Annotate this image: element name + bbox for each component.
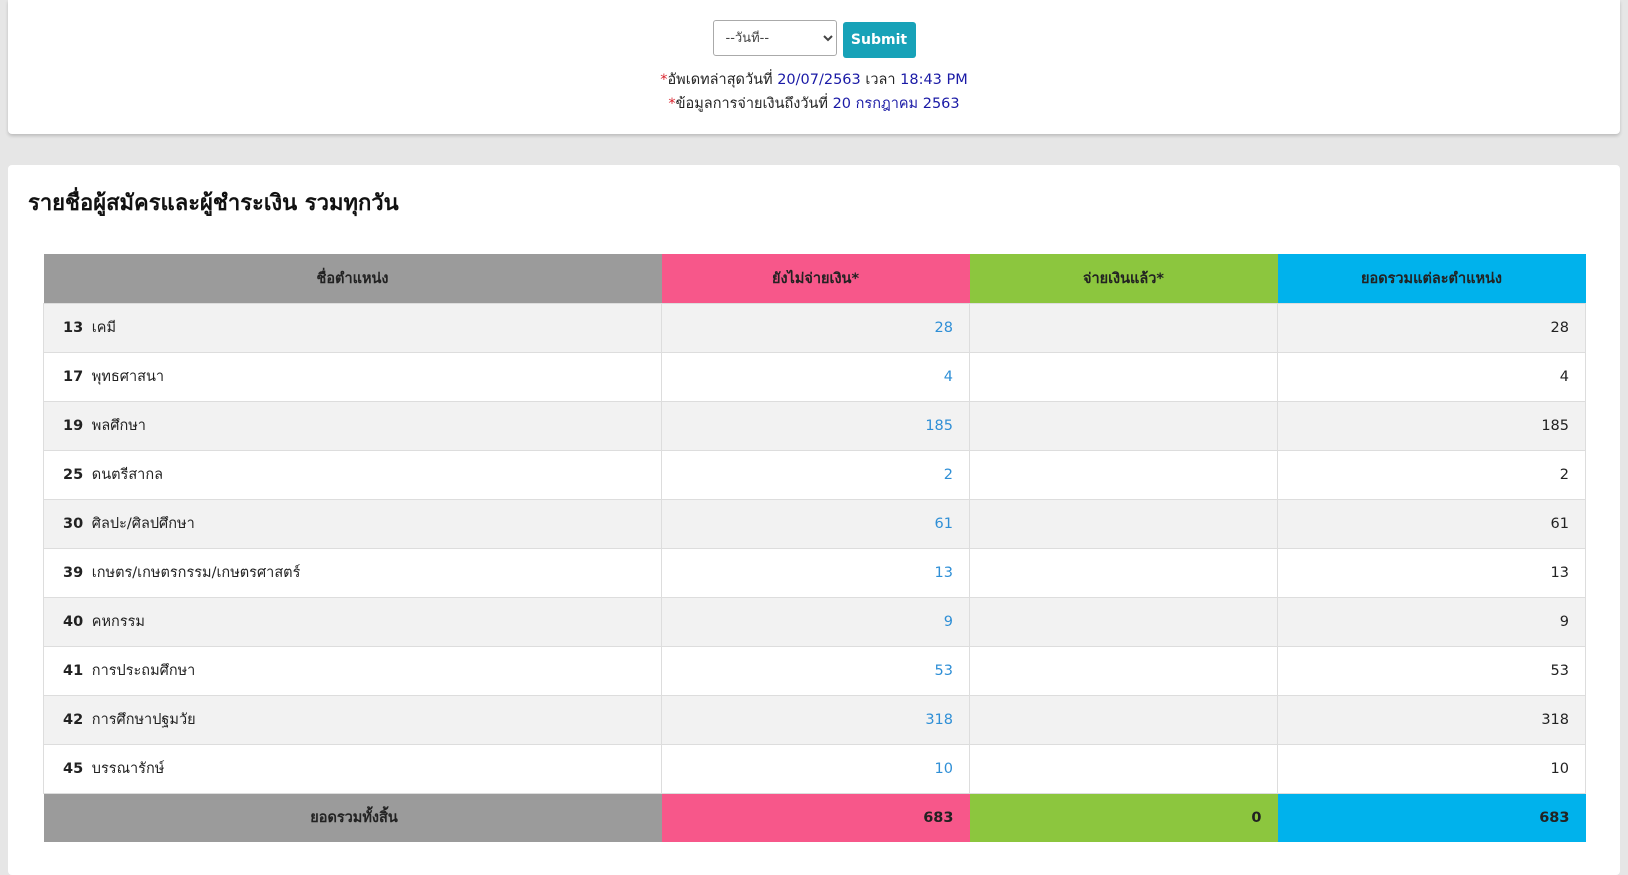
paid-count (969, 645, 1278, 696)
position-name: บรรณารักษ์ (91, 761, 165, 777)
unpaid-count-link[interactable]: 28 (661, 302, 970, 353)
header-total: ยอดรวมแต่ละตำแหน่ง (1277, 254, 1586, 303)
position-name: พุทธศาสนา (91, 369, 165, 385)
position-code: 40 (63, 614, 84, 630)
payment-data-line: *ข้อมูลการจ่ายเงินถึงวันที่ 20 กรกฎาคม 2… (8, 92, 1620, 115)
date-select[interactable]: --วันที่-- (712, 20, 837, 56)
position-name: การศึกษาปฐมวัย (91, 712, 196, 728)
position-name: คหกรรม (91, 614, 145, 630)
unpaid-count-link[interactable]: 318 (661, 694, 970, 745)
table-body: 13 เคมี 28 28 17 พุทธศาสนา 4 4 19 พลศึกษา 185 18… (43, 302, 1586, 794)
header-position-name: ชื่อตำแหน่ง (43, 254, 662, 303)
unpaid-count-link[interactable]: 53 (661, 645, 970, 696)
table-row: 45 บรรณารักษ์ 10 10 (43, 743, 1586, 794)
filter-panel: --วันที่-- Submit *อัพเดทล่าสุดวันที่ 20… (8, 0, 1620, 134)
position-name-cell: 40 คหกรรม (43, 596, 662, 647)
position-name: เกษตร/เกษตรกรรม/เกษตรศาสตร์ (91, 565, 301, 581)
last-update-line: *อัพเดทล่าสุดวันที่ 20/07/2563 เวลา 18:4… (8, 68, 1620, 91)
filter-row: --วันที่-- Submit (8, 20, 1620, 58)
position-name: ศิลปะ/ศิลปศึกษา (91, 516, 195, 532)
position-code: 13 (63, 320, 84, 336)
unpaid-count-link[interactable]: 61 (661, 498, 970, 549)
footer-paid-total: 0 (969, 793, 1278, 842)
table-row: 13 เคมี 28 28 (43, 302, 1586, 353)
table-row: 30 ศิลปะ/ศิลปศึกษา 61 61 (43, 498, 1586, 549)
paid-count (969, 743, 1278, 794)
table-row: 25 ดนตรีสากล 2 2 (43, 449, 1586, 500)
update-prefix: อัพเดทล่าสุดวันที่ (667, 72, 773, 88)
table-footer-row: ยอดรวมทั้งสิ้น 683 0 683 (43, 793, 1586, 842)
position-name-cell: 39 เกษตร/เกษตรกรรม/เกษตรศาสตร์ (43, 547, 662, 598)
table-row: 39 เกษตร/เกษตรกรรม/เกษตรศาสตร์ 13 13 (43, 547, 1586, 598)
section-title: รายชื่อผู้สมัครและผู้ชำระเงิน รวมทุกวัน (28, 191, 399, 216)
summary-panel: รายชื่อผู้สมัครและผู้ชำระเงิน รวมทุกวัน … (8, 165, 1620, 875)
footer-unpaid-total: 683 (661, 793, 970, 842)
table-row: 19 พลศึกษา 185 185 (43, 400, 1586, 451)
position-name-cell: 45 บรรณารักษ์ (43, 743, 662, 794)
position-name: พลศึกษา (91, 418, 146, 434)
position-code: 25 (63, 467, 84, 483)
position-total: 185 (1277, 400, 1586, 451)
asterisk-mark: * (668, 96, 676, 112)
unpaid-count-link[interactable]: 13 (661, 547, 970, 598)
paid-count (969, 498, 1278, 549)
update-time: 18:43 PM (900, 72, 968, 88)
paid-count (969, 302, 1278, 353)
position-total: 61 (1277, 498, 1586, 549)
paid-count (969, 694, 1278, 745)
table-row: 40 คหกรรม 9 9 (43, 596, 1586, 647)
position-code: 41 (63, 663, 84, 679)
position-code: 45 (63, 761, 84, 777)
unpaid-count-link[interactable]: 185 (661, 400, 970, 451)
table-row: 41 การประถมศึกษา 53 53 (43, 645, 1586, 696)
position-name: ดนตรีสากล (91, 467, 163, 483)
payment-date: 20 กรกฎาคม 2563 (832, 96, 960, 112)
position-total: 9 (1277, 596, 1586, 647)
time-prefix: เวลา (865, 72, 896, 88)
unpaid-count-link[interactable]: 4 (661, 351, 970, 402)
position-name: การประถมศึกษา (91, 663, 196, 679)
position-total: 10 (1277, 743, 1586, 794)
position-total: 318 (1277, 694, 1586, 745)
position-code: 42 (63, 712, 84, 728)
position-code: 39 (63, 565, 84, 581)
table-header-row: ชื่อตำแหน่ง ยังไม่จ่ายเงิน* จ่ายเงินแล้ว… (43, 254, 1586, 303)
position-name-cell: 13 เคมี (43, 302, 662, 353)
position-total: 2 (1277, 449, 1586, 500)
unpaid-count-link[interactable]: 10 (661, 743, 970, 794)
summary-table: ชื่อตำแหน่ง ยังไม่จ่ายเงิน* จ่ายเงินแล้ว… (43, 254, 1586, 842)
paid-count (969, 449, 1278, 500)
position-name-cell: 30 ศิลปะ/ศิลปศึกษา (43, 498, 662, 549)
paid-count (969, 596, 1278, 647)
paid-count (969, 351, 1278, 402)
position-code: 30 (63, 516, 84, 532)
position-total: 53 (1277, 645, 1586, 696)
position-total: 4 (1277, 351, 1586, 402)
submit-button[interactable]: Submit (842, 22, 916, 58)
position-name-cell: 41 การประถมศึกษา (43, 645, 662, 696)
unpaid-count-link[interactable]: 9 (661, 596, 970, 647)
position-total: 28 (1277, 302, 1586, 353)
paid-count (969, 400, 1278, 451)
table-row: 17 พุทธศาสนา 4 4 (43, 351, 1586, 402)
position-name-cell: 42 การศึกษาปฐมวัย (43, 694, 662, 745)
position-code: 19 (63, 418, 84, 434)
asterisk-mark: * (660, 72, 668, 88)
position-name: เคมี (91, 320, 117, 336)
update-date: 20/07/2563 (777, 72, 861, 88)
header-unpaid: ยังไม่จ่ายเงิน* (661, 254, 970, 303)
header-paid: จ่ายเงินแล้ว* (969, 254, 1278, 303)
unpaid-count-link[interactable]: 2 (661, 449, 970, 500)
position-total: 13 (1277, 547, 1586, 598)
position-name-cell: 19 พลศึกษา (43, 400, 662, 451)
paid-count (969, 547, 1278, 598)
footer-label: ยอดรวมทั้งสิ้น (43, 793, 662, 842)
payment-prefix: ข้อมูลการจ่ายเงินถึงวันที่ (675, 96, 828, 112)
footer-grand-total: 683 (1277, 793, 1586, 842)
table-row: 42 การศึกษาปฐมวัย 318 318 (43, 694, 1586, 745)
position-code: 17 (63, 369, 84, 385)
position-name-cell: 17 พุทธศาสนา (43, 351, 662, 402)
position-name-cell: 25 ดนตรีสากล (43, 449, 662, 500)
